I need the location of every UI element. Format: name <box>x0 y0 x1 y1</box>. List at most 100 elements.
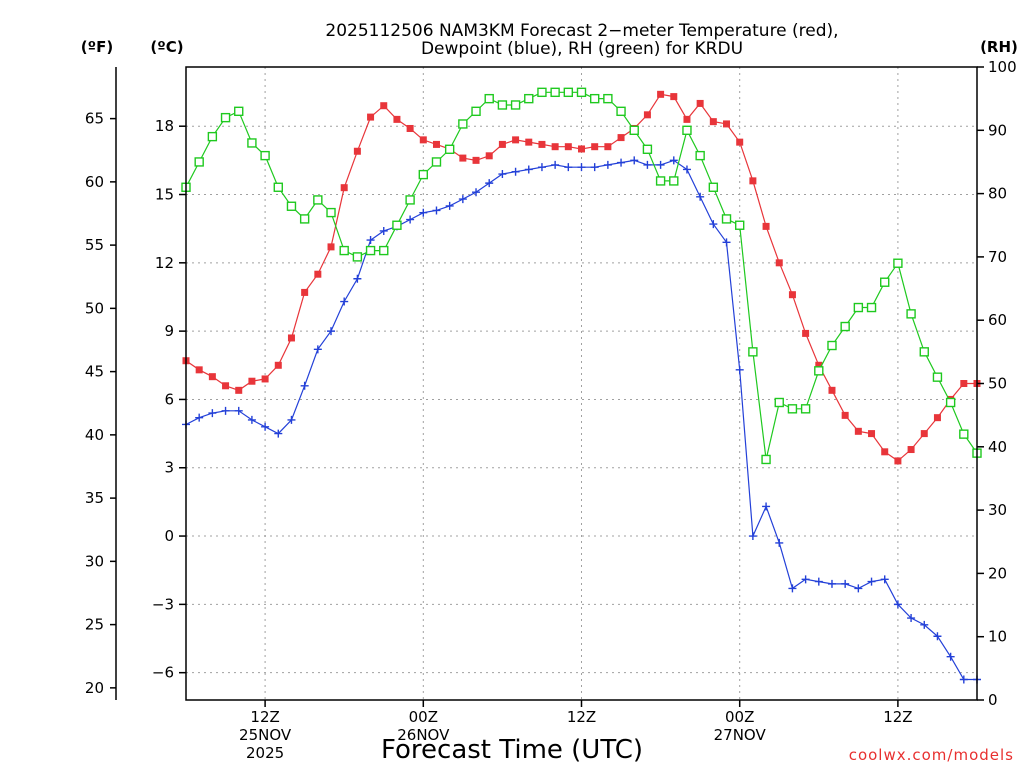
fahrenheit-unit-label: (ºF) <box>81 38 113 56</box>
temperature-point <box>881 448 889 456</box>
dewpoint-point <box>603 160 612 169</box>
dewpoint-point <box>366 236 375 245</box>
temperature-point <box>894 457 902 465</box>
temperature-point <box>709 118 717 126</box>
rh-point <box>497 100 508 110</box>
fahrenheit-tick-label: 60 <box>85 173 104 191</box>
rh-tick-label: 90 <box>988 121 1007 139</box>
rh-point <box>576 87 587 98</box>
temperature-point <box>802 329 810 337</box>
dewpoint-point <box>907 614 916 623</box>
dewpoint-point <box>788 584 797 593</box>
rh-point <box>814 366 824 376</box>
dewpoint-point <box>234 406 243 415</box>
rh-point <box>853 302 864 313</box>
celsius-tick-label: 3 <box>164 459 174 477</box>
celsius-tick-label: 6 <box>164 390 174 408</box>
rh-point <box>550 87 560 98</box>
temperature-point <box>657 90 665 98</box>
temperature-point <box>235 386 243 394</box>
temperature-point <box>920 430 928 438</box>
temperature-point <box>854 427 862 435</box>
x-tick-label: 12Z <box>883 708 912 726</box>
x-tick-date-label: 26NOV <box>397 726 450 744</box>
fahrenheit-tick-label: 55 <box>85 236 104 254</box>
rh-point <box>260 150 270 161</box>
temperature-point <box>643 111 651 119</box>
rh-point <box>234 106 244 117</box>
temperature-point <box>723 120 731 128</box>
rh-point <box>682 125 692 136</box>
temperature-point <box>380 102 388 110</box>
rh-point <box>880 277 890 287</box>
rh-point <box>655 176 666 186</box>
rh-point <box>510 100 521 110</box>
dewpoint-point <box>300 381 309 390</box>
rh-point <box>945 397 956 408</box>
celsius-unit-label: (ºC) <box>150 38 183 56</box>
rh-tick-label: 0 <box>988 691 998 709</box>
temperature-point <box>907 446 915 454</box>
fahrenheit-tick-label: 35 <box>85 489 104 507</box>
rh-point <box>866 302 877 313</box>
rh-unit-label: (RH) <box>980 38 1018 56</box>
dewpoint-point <box>867 577 876 586</box>
temperature-point <box>683 115 691 123</box>
dewpoint-point <box>406 215 415 224</box>
dewpoint-point <box>313 345 322 354</box>
temperature-point <box>578 145 585 153</box>
dewpoint-point <box>841 579 850 588</box>
rh-point <box>669 176 679 186</box>
rh-point <box>774 397 784 408</box>
rh-point <box>695 150 705 161</box>
dewpoint-point <box>722 238 731 247</box>
rh-point <box>365 245 376 256</box>
dewpoint-point <box>195 413 204 422</box>
temperature-point <box>749 177 757 185</box>
rh-point <box>286 201 297 211</box>
rh-point <box>563 87 574 98</box>
rh-point <box>299 214 310 224</box>
dewpoint-point <box>946 652 955 661</box>
rh-point <box>207 131 218 142</box>
dewpoint-point <box>801 575 810 584</box>
rh-point <box>444 144 455 154</box>
temperature-point <box>195 366 203 374</box>
rh-point <box>194 157 204 167</box>
temperature-point <box>868 430 876 438</box>
dewpoint-point <box>696 192 705 201</box>
temperature-point <box>617 134 625 142</box>
rh-point <box>919 347 929 357</box>
temperature-point <box>393 115 401 123</box>
rh-point <box>616 106 626 117</box>
dewpoint-point <box>327 327 336 336</box>
rh-point <box>721 214 732 224</box>
rh-point <box>326 207 336 218</box>
rh-point <box>932 372 943 382</box>
dewpoint-point <box>762 502 771 511</box>
rh-point <box>352 252 363 262</box>
rh-point <box>827 340 837 351</box>
chart-title-line2: Dewpoint (blue), RH (green) for KRDU <box>421 39 743 59</box>
rh-point <box>392 220 402 230</box>
celsius-tick-label: −3 <box>152 595 174 613</box>
rh-point <box>708 182 719 192</box>
temperature-point <box>696 99 704 107</box>
temperature-point <box>314 270 322 278</box>
rh-point <box>313 195 323 205</box>
rh-tick-label: 30 <box>988 501 1007 519</box>
rh-tick-label: 70 <box>988 248 1007 266</box>
dewpoint-point <box>511 167 520 176</box>
temperature-point <box>287 334 295 342</box>
x-tick-label: 12Z <box>567 708 596 726</box>
dewpoint-point <box>432 206 441 215</box>
dewpoint-point <box>590 163 599 172</box>
rh-point <box>761 454 771 465</box>
rh-point <box>748 347 758 357</box>
dewpoint-point <box>669 156 678 165</box>
rh-point <box>524 93 534 104</box>
rh-point <box>471 106 481 117</box>
dewpoint-point <box>287 415 296 424</box>
dewpoint-point <box>709 220 718 229</box>
